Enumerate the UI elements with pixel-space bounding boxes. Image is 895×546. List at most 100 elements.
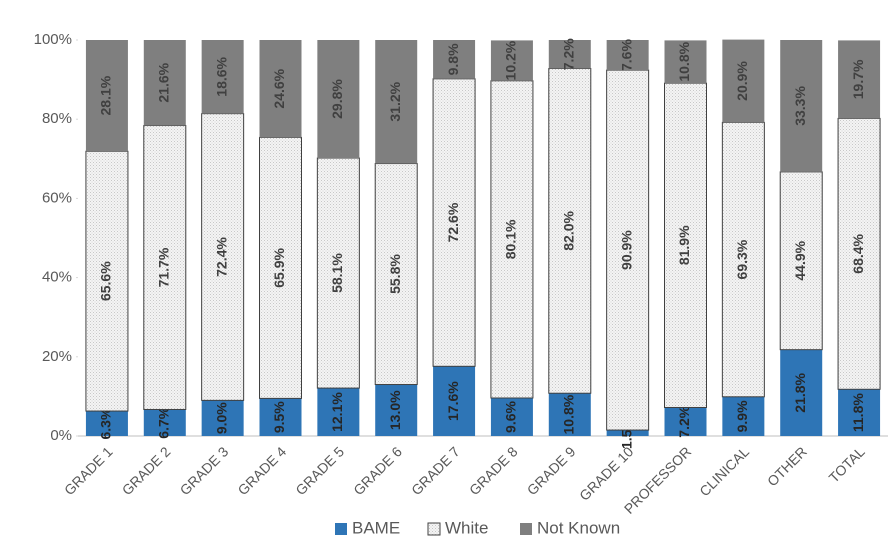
value-label: 71.7% bbox=[155, 247, 171, 287]
bar-segment bbox=[433, 40, 476, 79]
x-tick-label: GRADE 7 bbox=[408, 443, 463, 498]
value-label: 10.8% bbox=[676, 41, 692, 81]
value-label: 55.8% bbox=[387, 254, 403, 294]
bar-segment bbox=[548, 40, 591, 69]
bar-segment bbox=[722, 396, 765, 436]
value-label: 72.6% bbox=[445, 202, 461, 242]
value-label: 68.4% bbox=[850, 233, 866, 273]
bar-segment bbox=[490, 397, 533, 436]
bar-segment bbox=[316, 157, 360, 389]
value-label: 19.7% bbox=[850, 59, 866, 99]
legend-swatch bbox=[427, 522, 441, 536]
value-label: 31.2% bbox=[387, 81, 403, 121]
value-label: 18.6% bbox=[213, 56, 229, 96]
value-label: 7.6% bbox=[618, 39, 634, 71]
bar-segment bbox=[780, 349, 823, 436]
legend-label: Not Known bbox=[537, 518, 620, 537]
value-label: 90.9% bbox=[618, 230, 634, 270]
bar-segment bbox=[779, 171, 823, 351]
value-label: 11.8% bbox=[850, 393, 866, 432]
value-label: 9.5% bbox=[271, 401, 287, 433]
bar-segment bbox=[259, 398, 302, 436]
value-label: 9.8% bbox=[445, 43, 461, 75]
value-label: 80.1% bbox=[503, 219, 519, 259]
value-label: 10.2% bbox=[503, 40, 519, 80]
value-label: 82.0% bbox=[560, 210, 576, 250]
bar-segment bbox=[317, 388, 360, 436]
bar-segment bbox=[838, 389, 881, 436]
value-label: 28.1% bbox=[98, 75, 114, 115]
value-label: 7.2% bbox=[560, 38, 576, 70]
bar-segment bbox=[780, 40, 823, 172]
x-tick-label: CLINICAL bbox=[696, 443, 752, 499]
value-label: 9.0% bbox=[213, 402, 229, 434]
legend-swatch bbox=[520, 523, 532, 535]
value-label: 29.8% bbox=[329, 79, 345, 119]
value-label: 10.8% bbox=[560, 394, 576, 434]
y-tick-label: 40% bbox=[42, 269, 72, 286]
value-label: 12.1% bbox=[329, 392, 345, 432]
value-label: 65.6% bbox=[98, 261, 114, 301]
bar-segment bbox=[201, 113, 245, 401]
legend-label: BAME bbox=[352, 518, 400, 537]
value-label: 21.6% bbox=[155, 62, 171, 102]
x-tick-label: OTHER bbox=[764, 443, 810, 489]
bar-segment bbox=[721, 121, 765, 398]
value-label: 72.4% bbox=[213, 237, 229, 277]
value-label: 21.8% bbox=[792, 372, 808, 412]
bar-segment bbox=[143, 40, 186, 126]
y-tick-label: 80% bbox=[42, 110, 72, 127]
bar-segment bbox=[432, 78, 476, 367]
x-tick-label: GRADE 2 bbox=[119, 443, 174, 498]
bar-segment bbox=[664, 40, 707, 84]
value-label: 81.9% bbox=[676, 225, 692, 265]
bar-segment bbox=[375, 40, 418, 164]
bar-segment bbox=[490, 80, 534, 399]
bar-segment bbox=[490, 40, 533, 81]
value-label: 17.6% bbox=[445, 381, 461, 421]
bar-segment bbox=[85, 411, 128, 436]
x-tick-label: GRADE 8 bbox=[466, 443, 521, 498]
value-label: 6.7% bbox=[155, 406, 171, 438]
legend-label: White bbox=[445, 518, 488, 537]
bar-segment bbox=[838, 40, 881, 119]
y-tick-label: 0% bbox=[50, 427, 72, 444]
bar-segment bbox=[722, 39, 765, 123]
value-label: 33.3% bbox=[792, 86, 808, 126]
value-label: 44.9% bbox=[792, 240, 808, 280]
bar-segment bbox=[664, 407, 707, 436]
x-tick-label: GRADE 9 bbox=[524, 443, 579, 498]
value-label: 20.9% bbox=[734, 61, 750, 101]
x-tick-label: TOTAL bbox=[826, 443, 868, 485]
x-tick-label: GRADE 4 bbox=[234, 443, 289, 498]
bar-segment bbox=[143, 125, 187, 410]
bar-segment bbox=[837, 117, 881, 390]
value-label: 7.2% bbox=[676, 405, 692, 437]
bar-segment bbox=[374, 163, 418, 386]
y-tick-label: 60% bbox=[42, 189, 72, 206]
bar-segment bbox=[433, 366, 476, 436]
value-label: 65.9% bbox=[271, 248, 287, 288]
x-tick-label: GRADE 5 bbox=[292, 443, 347, 498]
bar-segment bbox=[548, 393, 591, 436]
x-tick-label: GRADE 3 bbox=[177, 443, 232, 498]
x-tick-label: GRADE 1 bbox=[61, 443, 116, 498]
bar-segment bbox=[606, 430, 649, 436]
bar-segment bbox=[201, 400, 244, 436]
x-tick-label: GRADE 6 bbox=[350, 443, 405, 498]
legend-swatch bbox=[335, 523, 347, 535]
bar-segment bbox=[259, 40, 302, 138]
bar-segment bbox=[606, 69, 650, 431]
value-label: 69.3% bbox=[734, 239, 750, 279]
y-tick-label: 20% bbox=[42, 348, 72, 365]
value-label: 9.9% bbox=[734, 400, 750, 432]
bar-segment bbox=[85, 40, 128, 152]
value-label: 6.3% bbox=[98, 407, 114, 439]
value-label: 9.6% bbox=[503, 400, 519, 432]
bar-segment bbox=[664, 82, 707, 408]
bar-segment bbox=[143, 409, 186, 436]
value-label: 13.0% bbox=[387, 390, 403, 430]
bar-segment bbox=[375, 384, 418, 436]
bar-segment bbox=[548, 68, 592, 394]
